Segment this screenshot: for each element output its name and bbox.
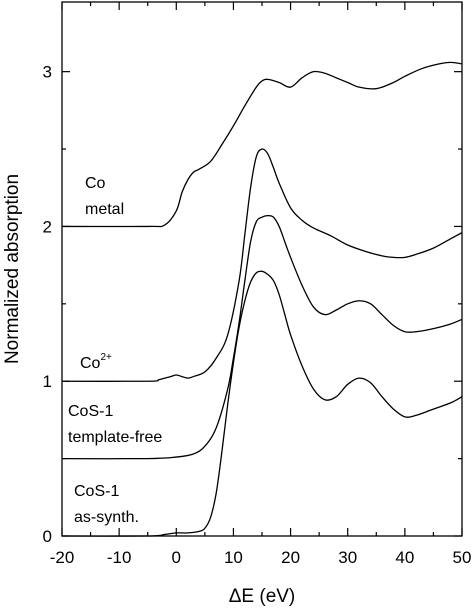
x-tick-label: 50 [453, 548, 472, 567]
x-tick-label: -20 [50, 548, 75, 567]
annotation-cos1-as-1: CoS-1 [74, 483, 119, 500]
series-line-4 [61, 270, 463, 537]
series-line-3 [61, 214, 463, 460]
annotation-co2-sup: 2+ [100, 352, 112, 363]
x-tick-label: 30 [338, 548, 357, 567]
x-tick-label: 20 [281, 548, 300, 567]
axis-tick-labels: -20 -10 0 10 20 30 40 50 0 1 2 3 [43, 63, 472, 567]
annotation-cos1-tf-2: template-free [68, 429, 162, 446]
x-tick-label: 0 [172, 548, 181, 567]
x-tick-label: -10 [107, 548, 132, 567]
annotation-co2-base: Co [80, 355, 101, 372]
y-tick-label: 3 [43, 63, 52, 82]
y-tick-label: 0 [43, 527, 52, 546]
annotation-cos1-as-2: as-synth. [74, 509, 139, 526]
spectra-curves [61, 61, 463, 537]
x-axis-title: ΔE (eV) [229, 586, 296, 607]
annotation-cos1-tf-1: CoS-1 [68, 403, 113, 420]
annotation-co2: Co2+ [80, 352, 112, 372]
x-tick-label: 40 [395, 548, 414, 567]
plot-frame [61, 1, 463, 537]
annotation-co-metal-2: metal [85, 201, 124, 218]
y-tick-label: 2 [43, 217, 52, 236]
axis-ticks [61, 2, 463, 537]
y-axis-title: Normalized absorption [2, 174, 23, 364]
annotation-co-metal-1: Co [85, 175, 106, 192]
y-tick-label: 1 [43, 372, 52, 391]
series-line-1 [61, 61, 463, 228]
x-tick-label: 10 [224, 548, 243, 567]
series-line-2 [61, 148, 463, 382]
